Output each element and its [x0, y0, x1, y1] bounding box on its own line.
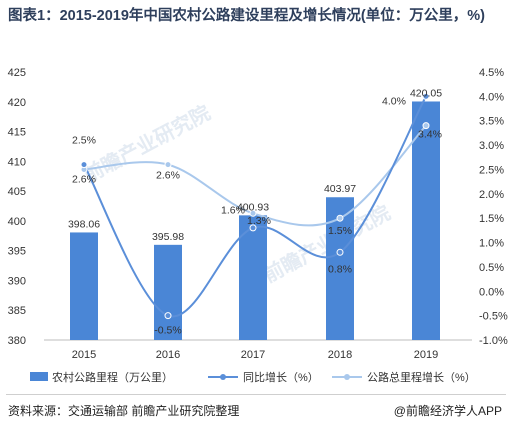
x-tick-label: 2017 [241, 349, 265, 361]
axes: 380 385 390 395 400 405 410 415 420 425 -1.0% -0.5%… [8, 67, 508, 361]
y-right-tick-label: -0.5% [479, 311, 508, 323]
yoy-label: -0.5% [154, 325, 181, 337]
point-yoy-growth [336, 248, 344, 256]
y-right-tick-label: -1.0% [479, 335, 508, 347]
footer-divider [6, 394, 506, 395]
legend-swatch-bar [30, 372, 48, 381]
point-yoy-growth [422, 92, 430, 100]
y-left-tick-label: 395 [8, 246, 26, 258]
total-growth-label: 2.5% [72, 135, 96, 147]
total-growth-label: 3.4% [418, 129, 442, 141]
point-yoy-growth [164, 312, 172, 320]
y-left-tick-label: 390 [8, 275, 26, 287]
data-labels: 398.06 395.98 400.93 403.97 420.05 2.6% -0.5% 1… [68, 87, 442, 336]
y-left-tick-label: 380 [8, 335, 26, 347]
watermark-text: 前瞻产业研究院 [79, 100, 214, 187]
y-left-tick-label: 410 [8, 156, 26, 168]
x-tick-label: 2016 [156, 349, 180, 361]
y-left-tick-label: 420 [8, 97, 26, 109]
bar-value-label: 420.05 [410, 87, 442, 99]
point-total-growth [164, 161, 172, 169]
y-right-tick-label: 1.5% [479, 213, 504, 225]
total-growth-label: 1.6% [221, 204, 245, 216]
yoy-label: 2.6% [72, 174, 96, 186]
bar [412, 101, 440, 340]
credit-note: @前瞻经济学人APP [393, 404, 502, 418]
y-right-tick-label: 3.0% [479, 140, 504, 152]
legend-marker-yoy [220, 374, 226, 380]
point-total-growth [336, 214, 344, 222]
bar [154, 244, 182, 340]
bar [239, 215, 267, 340]
y-left-tick-label: 415 [8, 127, 26, 139]
legend-label: 农村公路里程（万公里） [52, 370, 173, 384]
yoy-label: 1.3% [247, 215, 271, 227]
chart-title: 图表1：2015-2019年中国农村公路建设里程及增长情况(单位：万公里，%) [8, 8, 485, 24]
y-left-tick-label: 385 [8, 305, 26, 317]
x-tick-label: 2019 [414, 349, 438, 361]
point-yoy-growth [249, 224, 257, 232]
bar-value-label: 400.93 [237, 201, 269, 213]
total-growth-label: 1.5% [328, 225, 352, 237]
legend: 农村公路里程（万公里） 同比增长（%） 公路总里程增长（%） [30, 370, 476, 384]
bar-value-label: 403.97 [324, 183, 356, 195]
y-right-tick-label: 2.5% [479, 164, 504, 176]
point-total-growth [422, 122, 430, 130]
total-growth-label: 2.6% [156, 170, 180, 182]
y-left-tick-label: 400 [8, 216, 26, 228]
x-tick-label: 2015 [72, 349, 96, 361]
y-right-tick-label: 4.0% [479, 91, 504, 103]
point-total-growth [249, 209, 257, 217]
y-right-tick-label: 0.0% [479, 286, 504, 298]
yoy-label: 4.0% [382, 95, 406, 107]
bars [70, 101, 440, 340]
legend-marker-total [344, 374, 350, 380]
lines [80, 92, 430, 320]
legend-label: 公路总里程增长（%） [367, 370, 476, 384]
bar-value-label: 398.06 [68, 218, 100, 230]
point-yoy-growth [80, 161, 88, 169]
source-note: 资料来源：交通运输部 前瞻产业研究院整理 [8, 404, 240, 418]
bar [70, 232, 98, 340]
y-left-tick-label: 425 [8, 67, 26, 79]
legend-label: 同比增长（%） [243, 370, 319, 384]
y-right-tick-label: 3.5% [479, 116, 504, 128]
yoy-label: 0.8% [328, 263, 352, 275]
y-right-tick-label: 2.0% [479, 189, 504, 201]
y-right-tick-label: 4.5% [479, 67, 504, 79]
bar-value-label: 395.98 [152, 231, 184, 243]
y-left-tick-label: 405 [8, 186, 26, 198]
y-right-tick-label: 0.5% [479, 262, 504, 274]
chart-canvas: 前瞻产业研究院前瞻产业研究院 3803853903954004054104154… [8, 67, 508, 384]
x-tick-label: 2018 [328, 349, 352, 361]
y-right-tick-label: 1.0% [479, 238, 504, 250]
